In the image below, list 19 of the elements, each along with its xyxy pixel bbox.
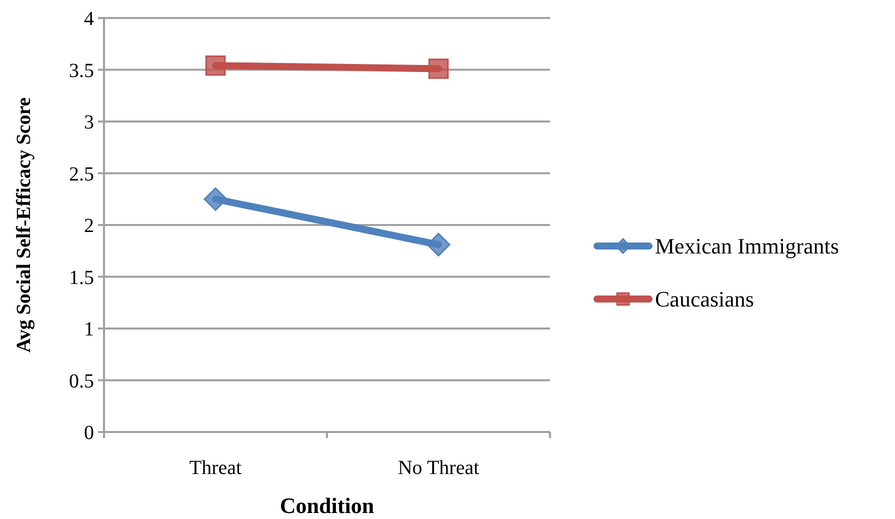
y-tick-label: 4 bbox=[84, 8, 94, 30]
legend-label: Mexican Immigrants bbox=[655, 234, 839, 259]
y-tick-label: 1.5 bbox=[69, 266, 94, 289]
point bbox=[205, 56, 226, 76]
y-tick-label: 2.5 bbox=[69, 163, 94, 186]
x-tick-label: Threat bbox=[189, 457, 242, 479]
x-tick-label: No Threat bbox=[398, 457, 480, 479]
y-axis-title: Avg Social Self-Efficacy Score bbox=[13, 97, 35, 353]
point bbox=[204, 187, 228, 211]
y-tick-label: 0 bbox=[84, 422, 94, 444]
x-axis-title: Condition bbox=[280, 493, 374, 518]
y-tick-label: 3 bbox=[84, 112, 94, 134]
point bbox=[428, 58, 449, 79]
legend-label: Caucasians bbox=[655, 286, 754, 312]
y-tick-label: 1 bbox=[84, 318, 94, 340]
y-tick-label: 3.5 bbox=[69, 60, 94, 82]
y-tick-label: 0.5 bbox=[69, 370, 94, 392]
y-tick-label: 2 bbox=[84, 215, 94, 237]
point bbox=[426, 232, 450, 256]
